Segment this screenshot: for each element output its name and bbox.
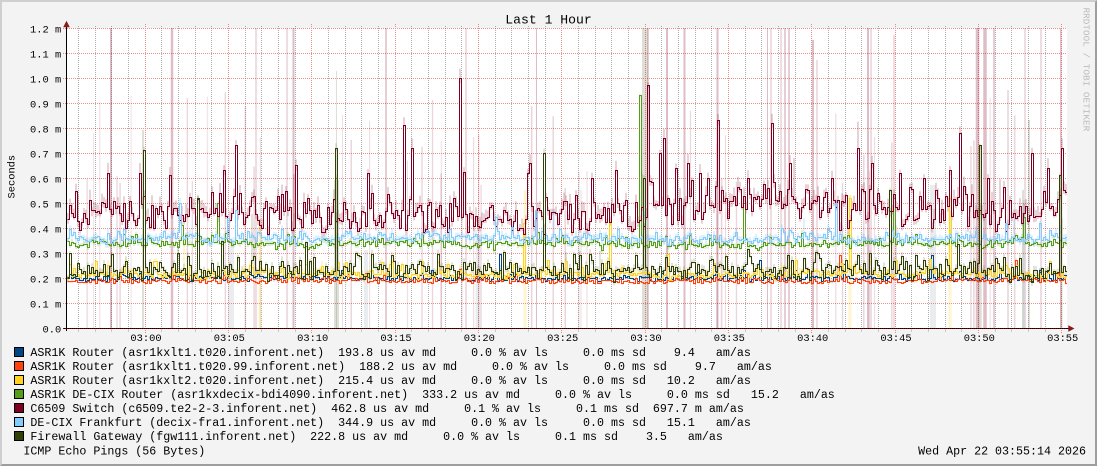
svg-text:0.6 m: 0.6 m (30, 174, 61, 186)
svg-text:ASR1K Router (asr1kxlt1.t020.i: ASR1K Router (asr1kxlt1.t020.inforent.ne… (30, 346, 750, 360)
svg-text:DE-CIX Frankfurt (decix-fra1.i: DE-CIX Frankfurt (decix-fra1.inforent.ne… (30, 416, 750, 430)
svg-text:C6509 Switch (c6509.te2-2-3.in: C6509 Switch (c6509.te2-2-3.inforent.net… (30, 402, 743, 416)
svg-text:1.1 m: 1.1 m (30, 49, 61, 61)
svg-text:03:25: 03:25 (547, 333, 578, 345)
svg-text:03:50: 03:50 (964, 333, 995, 345)
svg-text:RRDTOOL / TOBI OETIKER: RRDTOOL / TOBI OETIKER (1081, 8, 1092, 132)
svg-text:ICMP Echo Pings (56 Bytes): ICMP Echo Pings (56 Bytes) (23, 445, 205, 459)
svg-text:0.4 m: 0.4 m (30, 224, 61, 236)
svg-text:03:30: 03:30 (630, 333, 661, 345)
svg-text:03:00: 03:00 (130, 333, 161, 345)
svg-text:0.3 m: 0.3 m (30, 249, 61, 261)
svg-text:03:40: 03:40 (797, 333, 828, 345)
svg-text:ASR1K Router (asr1kxlt1.t020.9: ASR1K Router (asr1kxlt1.t020.99.inforent… (30, 360, 771, 374)
svg-text:0.9 m: 0.9 m (30, 99, 61, 111)
svg-text:03:20: 03:20 (464, 333, 495, 345)
svg-text:03:35: 03:35 (714, 333, 745, 345)
svg-text:0.7 m: 0.7 m (30, 149, 61, 161)
svg-text:03:05: 03:05 (214, 333, 245, 345)
svg-text:Last 1 Hour: Last 1 Hour (505, 13, 591, 28)
svg-text:ASR1K Router (asr1kxlt2.t020.i: ASR1K Router (asr1kxlt2.t020.inforent.ne… (30, 374, 750, 388)
svg-text:0.8 m: 0.8 m (30, 124, 61, 136)
svg-text:0.2 m: 0.2 m (30, 274, 61, 286)
svg-text:03:10: 03:10 (297, 333, 328, 345)
svg-text:0.1 m: 0.1 m (30, 299, 61, 311)
svg-text:Wed Apr 22 03:55:14 2026: Wed Apr 22 03:55:14 2026 (918, 445, 1086, 459)
svg-text:03:15: 03:15 (380, 333, 411, 345)
svg-text:0.5 m: 0.5 m (30, 199, 61, 211)
svg-text:0.0: 0.0 (42, 324, 61, 336)
svg-text:Seconds: Seconds (7, 155, 19, 199)
svg-text:ASR1K DE-CIX Router (asr1kxdec: ASR1K DE-CIX Router (asr1kxdecix-bdi4090… (30, 388, 834, 402)
svg-text:03:55: 03:55 (1047, 333, 1078, 345)
svg-text:03:45: 03:45 (880, 333, 911, 345)
svg-text:Firewall Gateway (fgw111.infor: Firewall Gateway (fgw111.inforent.net) 2… (30, 430, 723, 444)
svg-text:1.2 m: 1.2 m (30, 24, 61, 36)
svg-text:1.0 m: 1.0 m (30, 74, 61, 86)
